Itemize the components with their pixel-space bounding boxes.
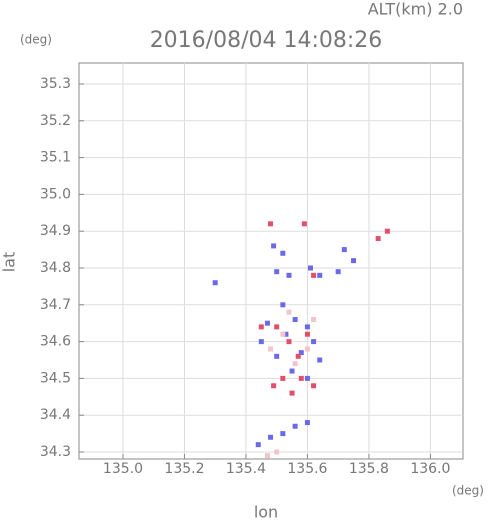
data-point [341,247,347,253]
data-point [311,272,317,278]
y-tick-label: 34.5 [40,370,71,386]
data-point [311,339,317,345]
data-point [304,346,310,352]
data-point [258,324,264,330]
x-tick-label: 135.0 [103,461,143,477]
data-point [274,353,280,359]
annotation: ALT(km) 2.0 [368,0,463,19]
data-point [274,269,280,275]
data-point [317,357,323,363]
data-point [292,317,298,323]
y-tick-label: 35.0 [40,186,71,202]
data-point [271,243,277,249]
data-point [289,368,295,374]
data-point [308,265,314,271]
data-point [283,331,289,337]
data-point [268,434,274,440]
y-tick-label: 35.2 [40,113,71,129]
data-point [274,449,280,455]
data-point [286,309,292,315]
y-tick-label: 35.3 [40,76,71,92]
data-point [258,339,264,345]
x-unit: (deg) [452,484,484,498]
data-point [304,375,310,381]
data-point [351,258,357,264]
data-point [384,228,390,234]
data-point [286,272,292,278]
x-tick-label: 135.8 [349,461,389,477]
data-point [311,317,317,323]
x-tick-label: 135.2 [164,461,204,477]
data-point [292,423,298,429]
y-tick-label: 34.8 [40,260,71,276]
data-point [286,339,292,345]
data-point [317,272,323,278]
data-point [304,331,310,337]
plot-frame [78,62,464,460]
data-point [264,453,270,459]
y-unit: (deg) [20,33,52,47]
data-point [274,324,280,330]
x-label: lon [254,503,278,521]
data-point [298,350,304,356]
data-point [280,302,286,308]
data-point [295,353,301,359]
data-point [255,442,261,448]
data-point [268,346,274,352]
x-tick-label: 135.4 [226,461,266,477]
y-tick-label: 34.6 [40,334,71,350]
y-tick-label: 34.9 [40,223,71,239]
y-tick-label: 34.4 [40,407,71,423]
y-tick-label: 34.7 [40,297,71,313]
data-point [268,221,274,227]
data-point [289,390,295,396]
data-point [311,383,317,389]
data-point [264,320,270,326]
chart-title: 2016/08/04 14:08:26 [150,28,383,53]
data-point [212,280,218,286]
data-point [301,221,307,227]
data-point [280,331,286,337]
data-point [375,236,381,242]
data-point [280,375,286,381]
data-point [304,324,310,330]
data-point [280,431,286,437]
x-tick-label: 135.6 [287,461,327,477]
y-tick-label: 34.3 [40,444,71,460]
data-point [271,383,277,389]
x-tick-label: 136.0 [410,461,450,477]
data-point [292,361,298,367]
data-point [335,269,341,275]
y-tick-label: 35.1 [40,150,71,166]
data-point [298,375,304,381]
data-point [280,250,286,256]
y-label: lat [0,252,19,273]
data-point [304,420,310,426]
